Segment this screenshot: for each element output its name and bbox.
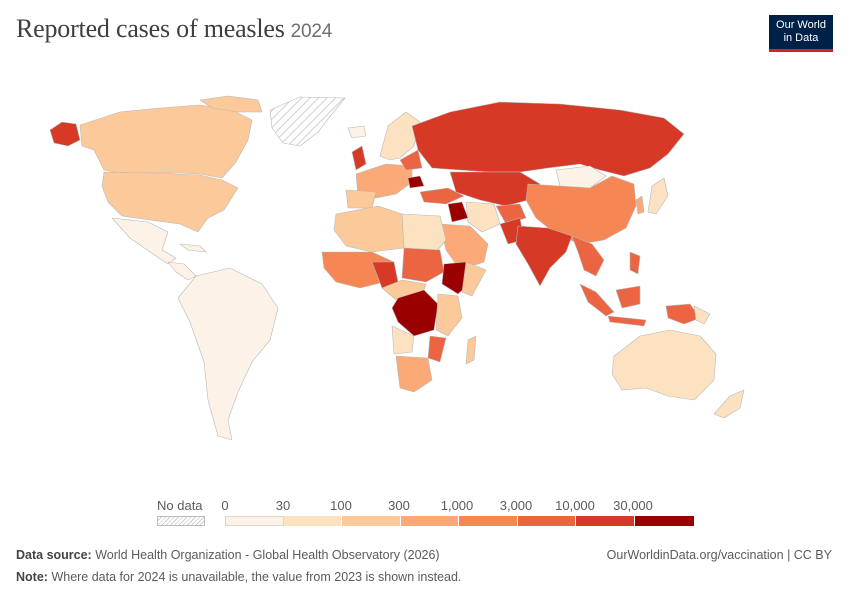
region-angola[interactable]: [391, 325, 415, 355]
title-year: 2024: [290, 21, 333, 42]
logo-line-1: Our World: [776, 19, 826, 31]
region-mexico[interactable]: [111, 217, 177, 265]
region-iraq[interactable]: [447, 201, 469, 223]
region-java[interactable]: [607, 315, 647, 327]
region-arabia[interactable]: [439, 223, 489, 271]
region-papua[interactable]: [665, 303, 701, 325]
region-eastern-europe[interactable]: [399, 149, 423, 171]
legend-no-data-label: No data: [157, 498, 203, 513]
region-central-america[interactable]: [167, 261, 197, 281]
region-iran[interactable]: [465, 201, 501, 233]
region-india[interactable]: [515, 225, 573, 287]
region-china[interactable]: [525, 175, 637, 245]
region-canada[interactable]: [79, 104, 253, 179]
region-russia[interactable]: [411, 101, 685, 177]
legend-bin[interactable]: [459, 516, 518, 526]
owid-logo[interactable]: Our World in Data: [769, 15, 833, 52]
region-uk[interactable]: [351, 145, 367, 171]
legend-tick: 0: [221, 498, 229, 513]
footer-source: Data source: World Health Organization -…: [16, 548, 440, 562]
legend-bin[interactable]: [283, 516, 342, 526]
region-southern-africa[interactable]: [395, 355, 433, 393]
region-romania[interactable]: [407, 175, 425, 189]
legend-tick: 1,000: [440, 498, 474, 513]
region-mongolia[interactable]: [555, 165, 607, 189]
region-japan[interactable]: [647, 177, 669, 215]
source-link[interactable]: World Health Organization - Global Healt…: [95, 548, 440, 562]
legend-no-data-swatch[interactable]: [157, 516, 205, 526]
region-new-zealand[interactable]: [713, 389, 745, 419]
region-borneo[interactable]: [615, 285, 641, 309]
note-label: Note:: [16, 570, 48, 584]
region-sudan[interactable]: [401, 247, 445, 283]
legend-tick: 3,000: [499, 498, 533, 513]
region-north-africa-east[interactable]: [401, 213, 447, 253]
region-north-africa-west[interactable]: [333, 205, 405, 253]
region-east-africa[interactable]: [435, 293, 463, 337]
legend-arrow-icon: [685, 516, 693, 526]
region-somalia[interactable]: [461, 261, 487, 297]
source-label: Data source:: [16, 548, 92, 562]
legend-tick: 10,000: [555, 498, 595, 513]
legend-tick: 30,000: [613, 498, 653, 513]
region-australia[interactable]: [611, 329, 717, 401]
legend-tick: 100: [330, 498, 352, 513]
region-philippines[interactable]: [629, 251, 641, 275]
footer-note: Note: Where data for 2024 is unavailable…: [16, 570, 461, 584]
region-greenland[interactable]: [269, 96, 346, 147]
legend-tick: 30: [275, 498, 291, 513]
legend-bin[interactable]: [225, 516, 284, 526]
region-arctic-islands[interactable]: [199, 95, 263, 113]
region-madagascar[interactable]: [465, 335, 477, 365]
region-turkey[interactable]: [419, 187, 465, 205]
region-mozambique[interactable]: [427, 335, 447, 363]
region-indochina[interactable]: [571, 235, 605, 277]
region-usa[interactable]: [101, 171, 239, 233]
footer-url-link[interactable]: OurWorldinData.org/vaccination | CC BY: [606, 548, 832, 562]
title-text: Reported cases of measles: [16, 14, 285, 43]
region-sumatra[interactable]: [579, 283, 615, 317]
region-drc[interactable]: [391, 289, 439, 337]
legend-bin[interactable]: [400, 516, 459, 526]
region-alaska[interactable]: [49, 121, 81, 147]
region-cuba[interactable]: [179, 243, 207, 253]
region-west-africa[interactable]: [321, 251, 395, 289]
logo-line-2: in Data: [783, 32, 819, 44]
world-choropleth-map: [49, 95, 745, 441]
chart-title: Reported cases of measles 2024: [16, 14, 332, 44]
legend-bin[interactable]: [634, 516, 695, 526]
region-iceland[interactable]: [347, 125, 367, 139]
color-legend: No data 0 30 100 300 1,000 3,000 10,000 …: [0, 495, 850, 535]
region-south-america[interactable]: [177, 267, 279, 441]
region-iberia[interactable]: [345, 189, 377, 209]
note-text: Where data for 2024 is unavailable, the …: [51, 570, 462, 584]
region-png[interactable]: [693, 305, 711, 325]
legend-bin[interactable]: [342, 516, 401, 526]
legend-bin[interactable]: [576, 516, 635, 526]
legend-bin[interactable]: [517, 516, 576, 526]
legend-tick: 300: [388, 498, 410, 513]
region-korea[interactable]: [635, 195, 645, 215]
